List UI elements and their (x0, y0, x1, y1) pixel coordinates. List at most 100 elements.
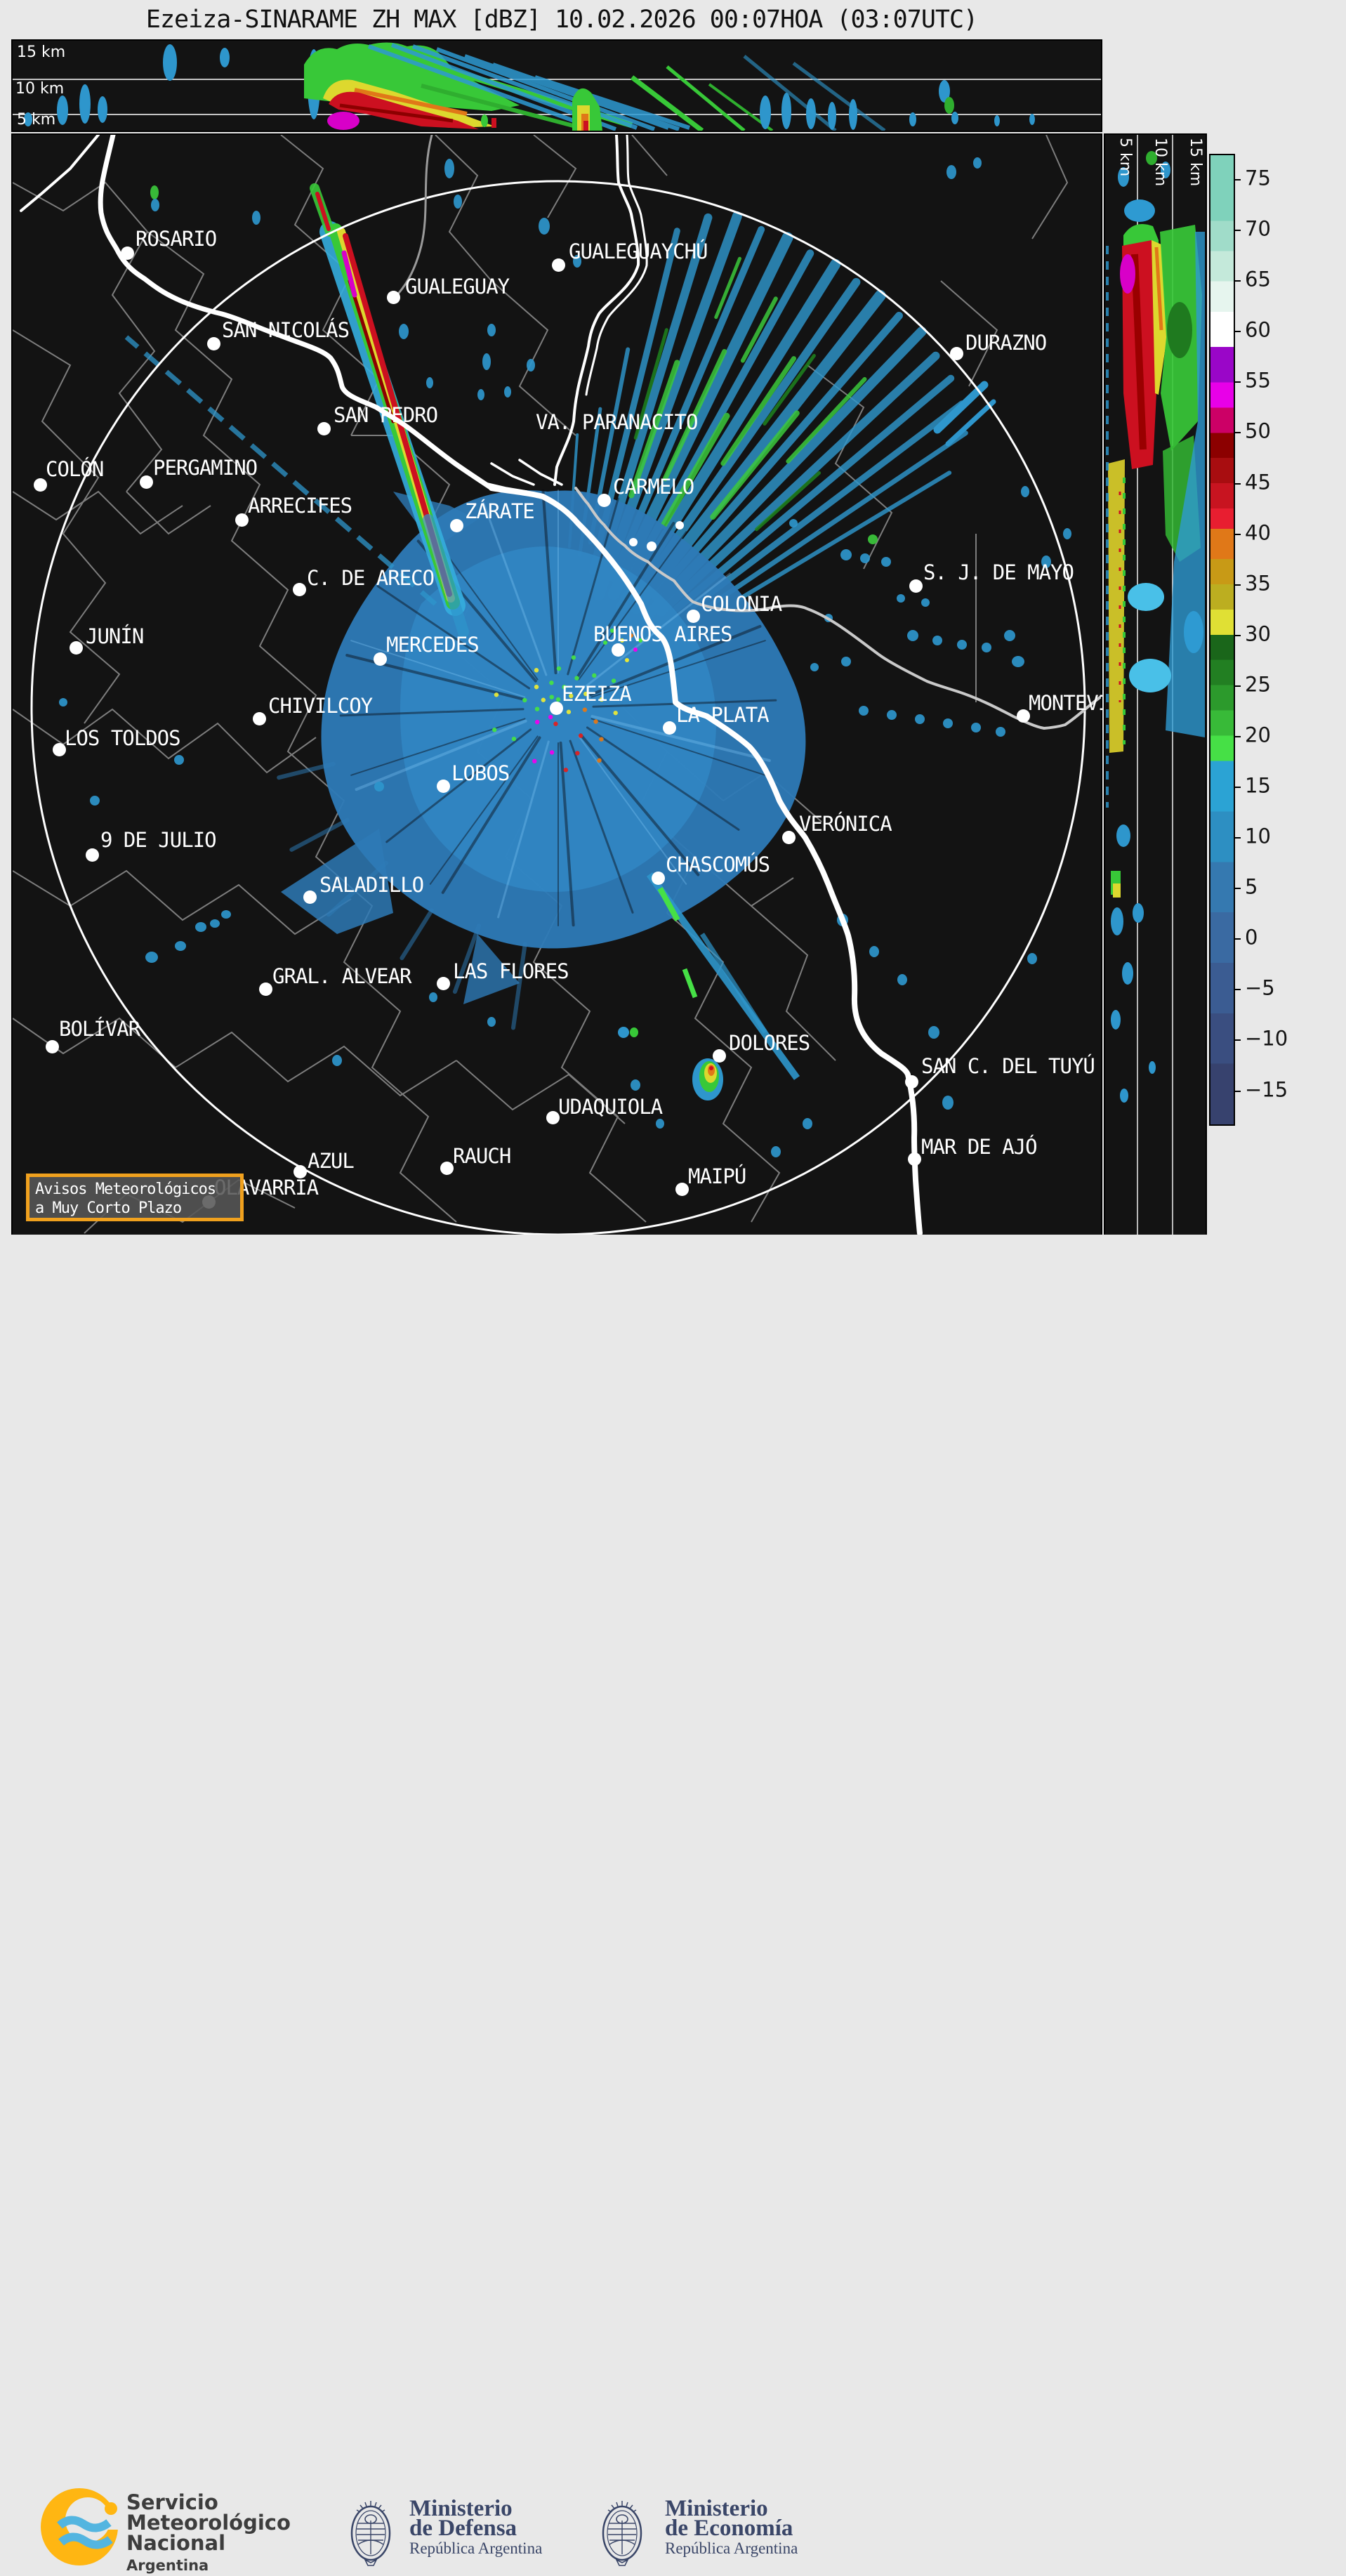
colorbar-label-5: 5 (1245, 874, 1258, 899)
top-axis-10km: 10 km (15, 80, 65, 98)
city-dot-0 (121, 247, 134, 260)
colorbar-tick (1235, 1090, 1241, 1092)
city-dot-19 (550, 702, 563, 715)
colorbar-label--5: −5 (1245, 975, 1275, 1000)
city-dot-27 (303, 891, 317, 904)
city-layer: ROSARIO GUALEGUAYCHÚ GUALEGUAY SAN NICOLÁS D… (11, 133, 1102, 1236)
city-dot-13 (909, 579, 923, 593)
defensa-crest (350, 2499, 391, 2567)
city-label-7: COLÓN (46, 457, 104, 481)
city-label-32: SAN C. DEL TUYÚ (921, 1054, 1095, 1078)
colorbar-tick (1235, 837, 1241, 839)
colorbar-label--10: −10 (1245, 1026, 1288, 1051)
city-label-27: SALADILLO (319, 873, 424, 897)
city-label-8: PERGAMINO (153, 456, 258, 480)
city-dot-15 (687, 610, 700, 623)
colorbar-label--15: −15 (1245, 1077, 1288, 1101)
city-label-31: DOLORES (729, 1031, 810, 1055)
city-label-26: CHASCOMÚS (666, 853, 770, 876)
city-dot-34 (908, 1152, 921, 1166)
right-echoes (1106, 151, 1205, 1103)
right-cross-section-panel (1104, 133, 1207, 1236)
colorbar-tick (1235, 280, 1241, 282)
city-dot-1 (552, 258, 565, 272)
top-echoes (24, 42, 1035, 131)
dbz-colorbar (1209, 154, 1235, 1126)
city-label-6: VA. PARANACITO (536, 410, 698, 434)
city-dot-18 (253, 712, 266, 725)
city-dot-36 (440, 1162, 454, 1175)
colorbar-tick (1235, 634, 1241, 636)
city-label-34: MAR DE AJÓ (921, 1135, 1038, 1159)
top-cross-section-panel (11, 39, 1102, 132)
city-label-1: GUALEGUAYCHÚ (569, 239, 708, 263)
colorbar-label-45: 45 (1245, 469, 1271, 494)
city-dot-30 (46, 1040, 59, 1053)
city-dot-35 (293, 1165, 307, 1178)
city-dot-21 (1017, 709, 1030, 723)
city-label-30: BOLÍVAR (59, 1017, 140, 1041)
city-label-33: UDAQUIOLA (558, 1095, 663, 1119)
city-dot-17 (612, 643, 625, 657)
colorbar-label-40: 40 (1245, 520, 1271, 544)
city-dot-33 (546, 1111, 560, 1124)
colorbar-tick (1235, 179, 1241, 181)
colorbar-label-55: 55 (1245, 368, 1271, 393)
city-label-19: EZEIZA (562, 682, 632, 706)
radar-map-plot (13, 135, 1101, 1235)
economia-crest (602, 2499, 642, 2567)
radar-map[interactable] (11, 133, 1102, 1236)
city-label-35: AZUL (308, 1149, 355, 1173)
smn-logo (41, 2488, 123, 2565)
city-label-22: LOS TOLDOS (65, 726, 181, 750)
city-dot-16 (374, 652, 387, 666)
colorbar-label-50: 50 (1245, 419, 1271, 443)
right-cross-section-plot (1105, 135, 1206, 1235)
city-label-10: CARMELO (613, 475, 694, 499)
radar-screen: Ezeiza-SINARAME ZH MAX [dBZ] 10.02.2026 … (0, 6, 1346, 2574)
city-label-15: COLONIA (701, 592, 782, 616)
city-dot-24 (782, 831, 796, 844)
right-axis-15km: 15 km (1187, 138, 1204, 187)
colorbar-label-0: 0 (1245, 925, 1258, 949)
city-label-28: GRAL. ALVEAR (272, 964, 412, 988)
city-dot-4 (950, 347, 963, 360)
city-dot-25 (86, 848, 99, 862)
city-dot-29 (437, 977, 450, 990)
rivers (20, 135, 1101, 1235)
colorbar-tick (1235, 331, 1241, 333)
colorbar-tick (1235, 989, 1241, 991)
city-label-36: RAUCH (453, 1144, 511, 1168)
city-label-13: S. J. DE MAYO (923, 560, 1074, 584)
city-label-25: 9 DE JULIO (100, 828, 217, 852)
top-axis-15km: 15 km (17, 44, 66, 61)
right-axis-10km: 10 km (1152, 138, 1169, 187)
city-label-9: ARRECIFES (248, 494, 352, 518)
warning-line2: a Muy Corto Plazo (35, 1200, 182, 1217)
city-dot-20 (663, 721, 676, 735)
colorbar-tick (1235, 1039, 1241, 1041)
colorbar-label-65: 65 (1245, 267, 1271, 291)
colorbar-tick (1235, 230, 1241, 232)
city-label-4: DURAZNO (965, 331, 1047, 355)
colorbar-tick (1235, 482, 1241, 485)
city-dot-23 (437, 780, 450, 793)
colorbar-tick (1235, 888, 1241, 890)
city-label-18: CHIVILCOY (268, 694, 373, 718)
economia-wordmark: Ministerio de Economía República Argenti… (665, 2496, 798, 2558)
city-label-5: SAN PEDRO (334, 403, 438, 427)
city-label-3: SAN NICOLÁS (222, 318, 350, 342)
warning-box[interactable]: Avisos Meteorológicos a Muy Corto Plazo (26, 1174, 244, 1221)
city-label-20: LA PLATA (676, 703, 770, 727)
city-label-11: ZÁRATE (465, 499, 535, 523)
colorbar-tick (1235, 685, 1241, 687)
city-label-23: LOBOS (451, 761, 510, 785)
city-label-0: ROSARIO (136, 227, 217, 251)
city-dot-11 (450, 519, 463, 532)
right-axis-5km: 5 km (1116, 138, 1134, 177)
city-dot-9 (235, 513, 249, 527)
colorbar-label-20: 20 (1245, 723, 1271, 747)
city-dot-14 (70, 641, 83, 655)
city-label-24: VERÓNICA (799, 812, 892, 836)
footer: Servicio Meteorológico Nacional Argentin… (0, 1235, 1346, 2574)
